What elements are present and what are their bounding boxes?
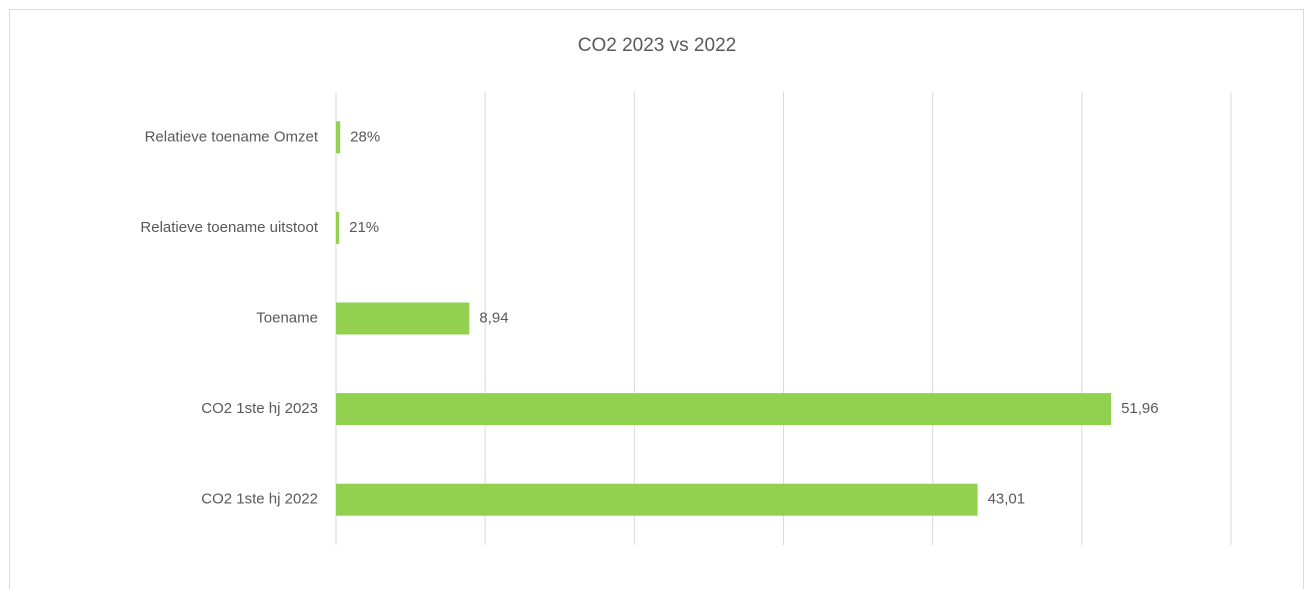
data-label: 51,96 — [1121, 400, 1159, 417]
y-tick-label: Relatieve toename uitstoot — [140, 219, 318, 236]
chart-title: CO2 2023 vs 2022 — [578, 35, 736, 56]
data-label: 43,01 — [988, 491, 1026, 508]
bar — [336, 483, 978, 516]
bar — [336, 211, 340, 244]
bar — [336, 302, 470, 335]
bar — [336, 393, 1112, 426]
y-tick-label: CO2 1ste hj 2023 — [201, 400, 318, 417]
y-tick-label: Toename — [256, 309, 318, 326]
bar — [336, 121, 341, 154]
data-label: 28% — [350, 128, 380, 145]
data-label: 8,94 — [479, 309, 508, 326]
y-tick-label: Relatieve toename Omzet — [145, 128, 319, 145]
y-tick-label: CO2 1ste hj 2022 — [201, 491, 318, 508]
data-label: 21% — [349, 219, 379, 236]
